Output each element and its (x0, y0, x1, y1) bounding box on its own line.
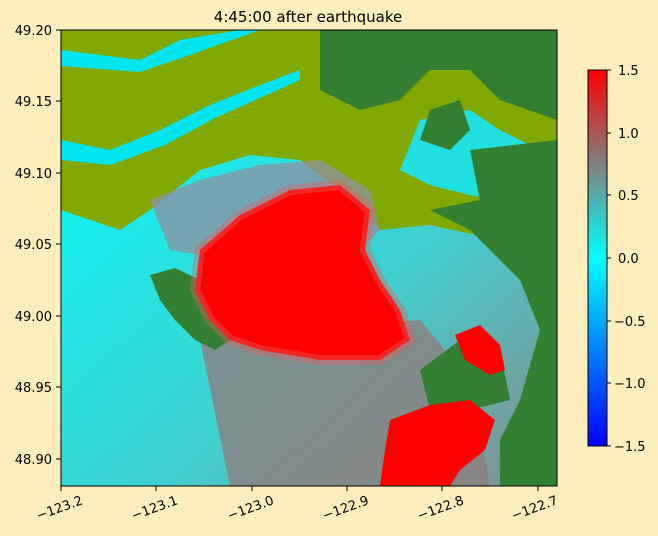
colorbar-tick-label: 1.0 (618, 127, 639, 142)
x-tick: −123.2 (35, 486, 85, 524)
y-axis: 48.90 48.95 49.00 49.05 49.10 49.15 49.2… (15, 24, 61, 468)
colorbar-tick: −1.5 (607, 440, 646, 455)
colorbar-tick-label: 1.5 (618, 64, 639, 79)
colorbar-tick-label: −0.5 (614, 315, 646, 330)
y-tick-label: 48.90 (15, 453, 52, 468)
colorbar-tick: 1.0 (607, 127, 639, 142)
x-tick: −123.1 (130, 486, 180, 524)
lowland-north (61, 30, 557, 250)
surge-main (195, 185, 410, 360)
colorbar-tick-label: 0.5 (618, 189, 639, 204)
point-roberts (150, 268, 230, 350)
x-tick-label: −122.7 (510, 493, 560, 524)
plot-frame (60, 29, 558, 487)
colorbar-tick: 0.5 (607, 189, 639, 204)
colorbar-tick: 1.5 (607, 64, 639, 79)
colorbar-tick: −0.5 (607, 315, 646, 330)
x-tick: −122.7 (510, 486, 560, 524)
y-tick-label: 49.10 (15, 167, 52, 182)
colorbar: −1.5 −1.0 −0.5 0.0 0.5 1.0 1.5 (587, 64, 646, 455)
x-tick-label: −122.8 (416, 493, 466, 524)
surge-south (380, 400, 495, 486)
colorbar-tick-label: −1.5 (614, 440, 646, 455)
map-plot-area (61, 30, 557, 486)
x-tick-label: −123.0 (226, 493, 276, 524)
x-tick-label: −122.9 (321, 493, 371, 524)
x-tick: −122.9 (321, 486, 371, 524)
colorbar-tick-label: 0.0 (618, 252, 639, 267)
surge-fringe (189, 179, 416, 365)
colorbar-tick-label: −1.0 (614, 377, 646, 392)
upland-east (430, 140, 557, 486)
surge-east-pocket (455, 325, 505, 375)
y-tick: 49.15 (15, 95, 61, 110)
colorbar-tick: −1.0 (607, 377, 646, 392)
upland-northeast (320, 30, 557, 120)
y-tick: 48.90 (15, 453, 61, 468)
x-axis: −123.2 −123.1 −123.0 −122.9 −122.8 −122.… (35, 486, 560, 524)
y-tick: 49.20 (15, 24, 61, 39)
x-tick: −123.0 (226, 486, 276, 524)
y-tick-label: 48.95 (15, 381, 52, 396)
river-branch-north (61, 30, 260, 72)
x-tick-label: −123.1 (130, 493, 180, 524)
y-tick-label: 49.20 (15, 24, 52, 39)
y-tick-label: 49.05 (15, 238, 52, 253)
upland-east-lobe (420, 100, 470, 150)
colorbar-tick: 0.0 (607, 252, 639, 267)
x-tick: −122.8 (416, 486, 466, 524)
y-tick: 49.00 (15, 310, 61, 325)
y-tick-label: 49.00 (15, 310, 52, 325)
y-tick: 48.95 (15, 381, 61, 396)
y-tick: 49.10 (15, 167, 61, 182)
y-tick: 49.05 (15, 238, 61, 253)
y-tick-label: 49.15 (15, 95, 52, 110)
chart-title: 4:45:00 after earthquake (214, 8, 402, 26)
colorbar-gradient (587, 69, 608, 447)
x-tick-label: −123.2 (35, 493, 85, 524)
fraser-river (61, 70, 300, 165)
